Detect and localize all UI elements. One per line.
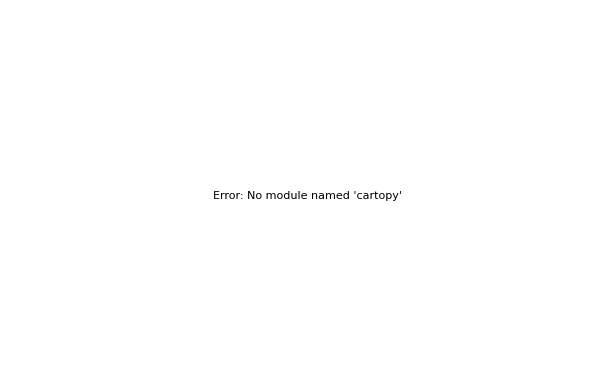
- Text: Error: No module named 'cartopy': Error: No module named 'cartopy': [213, 191, 402, 201]
